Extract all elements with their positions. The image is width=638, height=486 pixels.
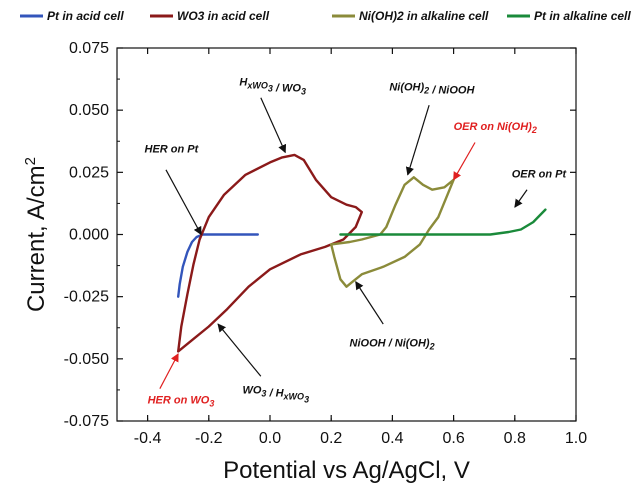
series-wo3-in-acid-cell bbox=[177, 153, 363, 353]
legend-label: WO3 in acid cell bbox=[177, 9, 270, 23]
y-tick-label: 0.050 bbox=[69, 102, 109, 119]
y-tick-label: 0.075 bbox=[69, 40, 109, 57]
annotation-arrow bbox=[165, 169, 202, 236]
y-tick-label: -0.050 bbox=[64, 351, 109, 368]
annotation-label: HER on WO3 bbox=[148, 395, 215, 409]
annotation-arrow bbox=[514, 189, 528, 208]
x-tick-label: 0.6 bbox=[442, 430, 464, 447]
y-tick-label: 0.000 bbox=[69, 227, 109, 244]
x-tick-label: 0.8 bbox=[504, 430, 526, 447]
annotation-arrow bbox=[355, 281, 384, 325]
annotation-label: HER on Pt bbox=[145, 143, 200, 155]
annotation-label: OER on Pt bbox=[512, 168, 568, 180]
x-tick-label: 0.4 bbox=[381, 430, 403, 447]
legend: Pt in acid cell WO3 in acid cell Ni(OH)2 i… bbox=[20, 9, 631, 23]
y-tick-label: 0.025 bbox=[69, 164, 109, 181]
annotation-label: Ni(OH)2 / NiOOH bbox=[389, 81, 475, 96]
y-tick-label: -0.075 bbox=[64, 413, 109, 430]
series-pt-in-acid-cell bbox=[177, 233, 259, 298]
x-tick-label: 0.2 bbox=[320, 430, 342, 447]
annotation-arrow bbox=[260, 97, 287, 154]
axes: -0.4 -0.2 0.0 0.2 0.4 0.6 0.8 1.0 -0.075 -0.050 -0… bbox=[64, 40, 588, 447]
x-tick-label: 0.0 bbox=[259, 430, 281, 447]
series-layer bbox=[177, 153, 547, 353]
legend-label: Pt in acid cell bbox=[47, 9, 124, 23]
annotation-label: OER on Ni(OH)2 bbox=[454, 121, 537, 135]
x-tick-label: -0.2 bbox=[195, 430, 223, 447]
annotation-arrow bbox=[159, 353, 179, 389]
annotation-layer: HER on Pt HxWO3 / WO3 Ni(OH)2 / NiOOH OER o… bbox=[145, 76, 568, 408]
legend-label: Ni(OH)2 in alkaline cell bbox=[359, 9, 489, 23]
x-axis-title: Potential vs Ag/AgCl, V bbox=[223, 457, 470, 484]
annotation-arrow bbox=[405, 105, 430, 176]
annotation-label: WO3 / HxWO3 bbox=[242, 385, 309, 405]
x-tick-label: 1.0 bbox=[565, 430, 587, 447]
annotation-arrow bbox=[453, 142, 476, 181]
annotation-label: NiOOH / Ni(OH)2 bbox=[350, 337, 435, 351]
annotation-label: HxWO3 / WO3 bbox=[239, 76, 306, 96]
series-pt-in-alkaline-cell bbox=[339, 208, 547, 236]
x-tick-label: -0.4 bbox=[134, 430, 162, 447]
y-axis-title: Current, A/cm2 bbox=[22, 157, 50, 312]
legend-label: Pt in alkaline cell bbox=[534, 9, 631, 23]
annotation-arrow bbox=[217, 323, 262, 377]
y-tick-label: -0.025 bbox=[64, 289, 109, 306]
